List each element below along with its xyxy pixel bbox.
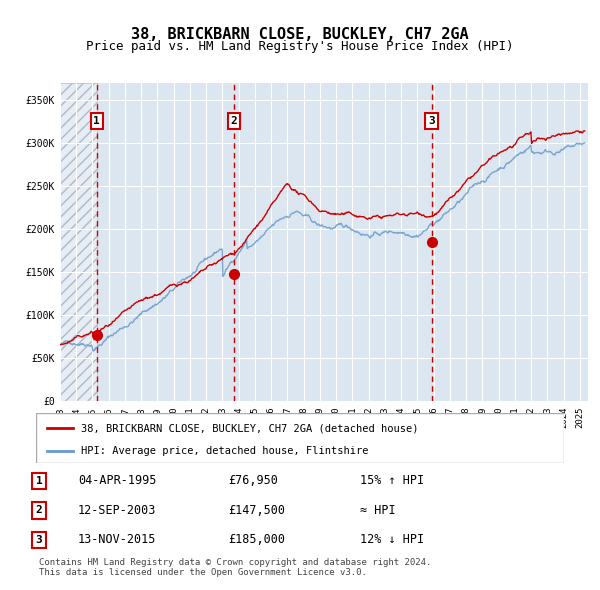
Text: £147,500: £147,500: [228, 504, 285, 517]
Text: HPI: Average price, detached house, Flintshire: HPI: Average price, detached house, Flin…: [81, 445, 368, 455]
Text: 15% ↑ HPI: 15% ↑ HPI: [360, 474, 424, 487]
Text: £76,950: £76,950: [228, 474, 278, 487]
Text: ≈ HPI: ≈ HPI: [360, 504, 395, 517]
Text: 12-SEP-2003: 12-SEP-2003: [78, 504, 157, 517]
Text: 1: 1: [94, 116, 100, 126]
Text: Price paid vs. HM Land Registry's House Price Index (HPI): Price paid vs. HM Land Registry's House …: [86, 40, 514, 53]
Text: 1: 1: [35, 476, 43, 486]
Text: 38, BRICKBARN CLOSE, BUCKLEY, CH7 2GA: 38, BRICKBARN CLOSE, BUCKLEY, CH7 2GA: [131, 27, 469, 41]
Text: 3: 3: [35, 535, 43, 545]
Text: Contains HM Land Registry data © Crown copyright and database right 2024.
This d: Contains HM Land Registry data © Crown c…: [39, 558, 431, 577]
Text: 2: 2: [230, 116, 238, 126]
Text: £185,000: £185,000: [228, 533, 285, 546]
Text: 04-APR-1995: 04-APR-1995: [78, 474, 157, 487]
Text: 3: 3: [428, 116, 435, 126]
Text: 2: 2: [35, 506, 43, 515]
Text: 13-NOV-2015: 13-NOV-2015: [78, 533, 157, 546]
Bar: [60, 83, 97, 401]
Text: 38, BRICKBARN CLOSE, BUCKLEY, CH7 2GA (detached house): 38, BRICKBARN CLOSE, BUCKLEY, CH7 2GA (d…: [81, 423, 418, 433]
Text: 12% ↓ HPI: 12% ↓ HPI: [360, 533, 424, 546]
FancyBboxPatch shape: [36, 413, 564, 463]
